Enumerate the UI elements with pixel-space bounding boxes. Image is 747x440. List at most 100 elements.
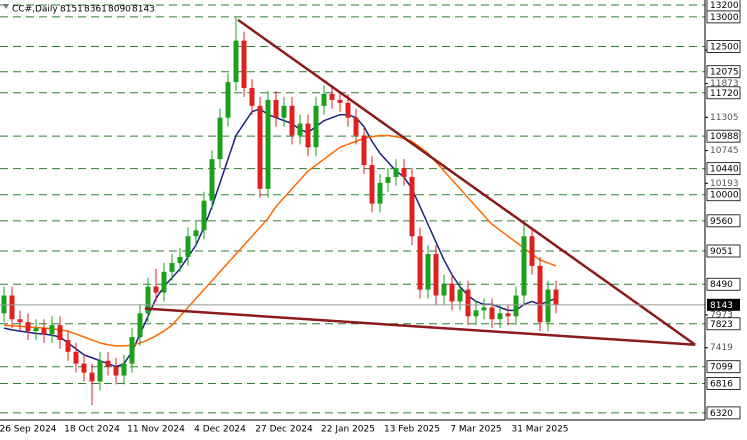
level-box <box>706 277 741 291</box>
candle-body <box>265 99 271 189</box>
level-label: 11720 <box>710 89 739 99</box>
x-tick-label: 7 Mar 2025 <box>450 425 501 435</box>
candle-body <box>329 93 335 100</box>
candle-body <box>401 168 407 177</box>
level-box <box>706 162 741 176</box>
level-box <box>706 129 741 143</box>
level-label: 9051 <box>710 247 733 257</box>
candle-body <box>361 135 367 166</box>
candle-body <box>89 372 95 382</box>
candle-body <box>553 289 559 305</box>
level-box <box>706 10 741 24</box>
x-tick-label: 27 Dec 2024 <box>255 425 313 435</box>
x-tick-label: 11 Nov 2024 <box>127 425 185 435</box>
y-tick-label: 11873 <box>710 79 739 89</box>
x-tick-label: 18 Oct 2024 <box>64 425 120 435</box>
level-label: 6816 <box>710 379 733 389</box>
candle-body <box>513 295 519 317</box>
candle-body <box>449 283 455 302</box>
moving-average <box>3 134 557 347</box>
candle-body <box>385 176 391 183</box>
candle-body <box>441 283 447 296</box>
candle-body <box>49 325 55 335</box>
candle-body <box>33 328 39 332</box>
candle-body <box>81 363 87 373</box>
candle-body <box>505 313 511 317</box>
plot-area <box>0 4 705 414</box>
candle-body <box>257 105 263 189</box>
level-box <box>706 406 741 420</box>
candle-body <box>153 286 159 293</box>
candle-body <box>497 313 503 320</box>
candle-body <box>529 236 535 266</box>
candle-body <box>409 176 415 237</box>
y-tick-label: 11305 <box>710 113 739 123</box>
candle-body <box>353 117 359 136</box>
high: 8361 <box>84 5 107 15</box>
candle-body <box>65 339 71 352</box>
candle-body <box>417 236 423 290</box>
candle-body <box>209 159 215 201</box>
level-box <box>706 65 741 79</box>
candle-body <box>345 102 351 118</box>
candle-body <box>17 319 23 323</box>
x-tick-label: 13 Feb 2025 <box>384 425 440 435</box>
candle-body <box>25 322 31 332</box>
candle-body <box>145 286 151 314</box>
candle-body <box>233 40 239 83</box>
level-label: 10440 <box>710 165 739 175</box>
level-label: 8490 <box>710 280 733 290</box>
level-label: 9560 <box>710 217 733 227</box>
header: CC#,Daily 8151 8361 8090 8143 <box>3 4 155 15</box>
candle-body <box>393 168 399 177</box>
candle-body <box>41 328 47 335</box>
trendline <box>144 307 696 346</box>
level-box <box>706 214 741 228</box>
level-label: 10988 <box>710 132 739 142</box>
candle-body <box>121 363 127 376</box>
open: 8151 <box>60 5 83 15</box>
candle-body <box>465 289 471 317</box>
level-box <box>706 86 741 100</box>
candle-body <box>9 295 15 320</box>
level-label: 12500 <box>710 43 739 53</box>
candle-body <box>249 88 255 106</box>
x-tick-label: 26 Sep 2024 <box>0 425 57 435</box>
candle-body <box>433 254 439 296</box>
level-label: 6320 <box>710 409 733 419</box>
candle-body <box>473 310 479 317</box>
candle-body <box>537 265 543 323</box>
level-box <box>706 317 741 331</box>
moving-average <box>3 107 557 368</box>
candle-body <box>105 360 111 367</box>
y-tick-label: 10193 <box>710 179 739 189</box>
candle-body <box>185 236 191 257</box>
candle-body <box>73 351 79 364</box>
candle-body <box>481 307 487 311</box>
low: 8090 <box>108 5 131 15</box>
candle-body <box>337 99 343 103</box>
level-box <box>706 360 741 374</box>
candle-body <box>217 117 223 160</box>
candle-body <box>161 271 167 293</box>
symbol: CC#,Daily <box>12 5 58 15</box>
candle-body <box>201 200 207 231</box>
level-label: 7099 <box>710 363 733 373</box>
icon <box>3 4 9 9</box>
candle-body <box>457 289 463 302</box>
x-tick-label: 22 Jan 2025 <box>321 425 375 435</box>
candle-body <box>137 313 143 338</box>
level-box <box>706 377 741 390</box>
candle-body <box>281 105 287 118</box>
candle-body <box>305 123 311 148</box>
candle-body <box>241 40 247 89</box>
level-label: 7823 <box>710 320 733 330</box>
candle-body <box>177 256 183 263</box>
candle-body <box>273 99 279 118</box>
price-label: 8143 <box>710 301 733 311</box>
candle-body <box>377 182 383 204</box>
candle-body <box>169 262 175 272</box>
candle-body <box>545 289 551 323</box>
